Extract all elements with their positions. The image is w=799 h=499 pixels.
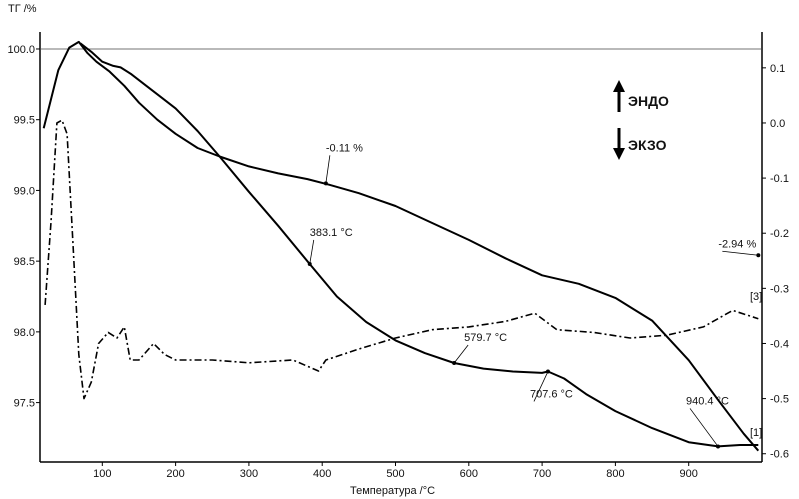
series-line-2 — [79, 42, 759, 448]
x-axis-label: Температура /°C — [350, 485, 435, 497]
x-tick-label: 900 — [680, 468, 698, 480]
x-tick-label: 100 — [93, 468, 111, 480]
annotations-layer: -0.11 % 383.1 °C 579.7 °C 707.6 °C 940.4 °C -… — [307, 142, 762, 449]
annotation-marker — [756, 253, 761, 258]
y-right-tick-label: 0.1 — [770, 63, 785, 75]
y-right-tick-label: 0.0 — [770, 118, 785, 130]
annotation-label: -2.94 % — [718, 238, 756, 250]
annotation-label: 383.1 °C — [310, 227, 353, 239]
annotation-leader — [722, 250, 759, 256]
annotation-leader — [453, 344, 469, 364]
x-tick-label: 800 — [606, 468, 624, 480]
annotation-marker — [452, 360, 457, 365]
y-right-tick-label: -0.4 — [770, 338, 789, 350]
x-tick-label: 200 — [166, 468, 184, 480]
y-right-tick-label: -0.6 — [770, 449, 789, 461]
side-mark: [3] — [750, 291, 762, 303]
annotation-leader — [309, 239, 315, 265]
y-right-tick-label: -0.5 — [770, 394, 789, 406]
annotation-marker — [716, 444, 721, 449]
annotation-label: 940.4 °C — [686, 395, 729, 407]
y-right-tick-label: -0.2 — [770, 228, 789, 240]
axes-frame: 100 200 300 400 500 600 700 800 900 97.5 98.0 98.5 9… — [7, 32, 789, 480]
series-line-1 — [42, 40, 760, 452]
annotation-leader — [533, 371, 549, 402]
y-left-tick-label: 98.5 — [14, 256, 35, 268]
y-left-tick-label: 98.0 — [14, 327, 35, 339]
y-left-tick-label: 97.5 — [14, 398, 35, 410]
annotation-leader — [689, 408, 719, 447]
x-tick-label: 300 — [240, 468, 258, 480]
series-line-3 — [44, 119, 759, 400]
endo-arrow-icon — [613, 80, 625, 92]
y-left-tick-label: 99.0 — [14, 185, 35, 197]
annotation-label: 707.6 °C — [530, 388, 573, 400]
y-right-tick-label: -0.3 — [770, 283, 789, 295]
annotation-label: -0.11 % — [326, 142, 363, 154]
y-right-tick-label: -0.1 — [770, 173, 789, 185]
side-mark: [1] — [750, 427, 762, 439]
series-layer — [42, 40, 760, 452]
annotation-marker — [545, 369, 550, 374]
x-tick-label: 600 — [460, 468, 478, 480]
y-left-tick-label: 99.5 — [14, 115, 35, 127]
x-tick-label: 500 — [386, 468, 404, 480]
legend: ЭНДО ЭКЗО — [613, 80, 669, 160]
y-axis-left-label: TГ /% — [8, 3, 37, 15]
y-left-tick-label: 100.0 — [7, 44, 35, 56]
x-tick-label: 700 — [533, 468, 551, 480]
exo-label: ЭКЗО — [628, 137, 667, 153]
annotation-label: 579.7 °C — [464, 332, 507, 344]
exo-arrow-icon — [613, 148, 625, 160]
annotation-leader — [325, 155, 331, 184]
x-tick-label: 400 — [313, 468, 331, 480]
annotation-marker — [307, 261, 312, 266]
endo-label: ЭНДО — [628, 93, 669, 109]
annotation-marker — [323, 181, 328, 186]
